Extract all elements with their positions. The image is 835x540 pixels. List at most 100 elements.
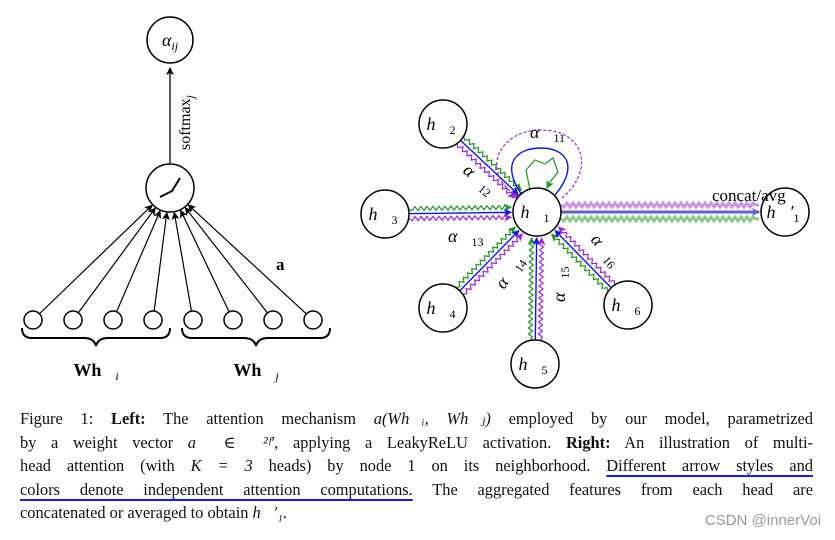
attention-coefficient-label: α⃗15 (549, 267, 572, 302)
attention-coefficient-label: α⃗13 (448, 226, 483, 249)
caption-bold: Right: (565, 432, 611, 452)
neighbor-node-h3 (360, 189, 410, 239)
neighbor-node-h6-label: h⃗6 (611, 295, 640, 318)
node-label-sub: 4 (450, 307, 456, 321)
caption-text: concatenated or averaged to obtain (20, 503, 253, 522)
attention-mechanism-diagram: αij softmaxj Wh⃗i Wh⃗j a⃗ (21, 16, 331, 383)
node-label-main: h⃗ (518, 354, 541, 374)
input-connection-arrow (153, 211, 170, 312)
alpha-output-label: αij (162, 30, 179, 53)
node-label-main: h⃗ (611, 295, 634, 315)
caption-text: head attention (with (20, 456, 191, 475)
label-sub: 13 (471, 235, 483, 249)
input-feature-node (63, 310, 83, 330)
caption-text: . (282, 503, 287, 522)
activation-node (145, 163, 195, 213)
watermark: CSDN @innerVoi (704, 512, 821, 529)
neighbor-node-h6 (603, 280, 653, 330)
figure-caption: Figure 1: Left: The attention mechanism … (20, 407, 813, 525)
center-node-h1 (512, 187, 562, 237)
input-feature-node (303, 310, 323, 330)
caption-line-1: Figure 1: Left: The attention mechanism … (20, 407, 813, 431)
neighbor-node-h2-label: h⃗2 (426, 114, 455, 137)
output-edge-head-purple (560, 200, 759, 210)
caption-line-4: colors denote independent attention comp… (20, 478, 813, 502)
caption-text: The attention mechanism (145, 409, 374, 428)
input-connection-arrow (180, 209, 230, 313)
self-loop-head-green (525, 157, 559, 191)
node-label-sub: 1 (544, 211, 550, 225)
node-label-main: h⃗ (426, 114, 449, 134)
attention-edge-head-green (527, 236, 536, 341)
input-connection-arrow (184, 206, 268, 314)
caption-underlined: Different arrow styles and (606, 456, 813, 475)
caption-line-3: head attention (with K = 3 heads) by nod… (20, 454, 813, 478)
label-main: α⃗ (448, 226, 471, 246)
center-node-h1-label: h⃗1 (520, 202, 549, 225)
node-label-sub: 5 (542, 363, 548, 377)
softmax-label: softmaxj (177, 94, 197, 150)
wh-i-label: Wh⃗i (73, 360, 118, 383)
wh-j-label: Wh⃗j (233, 360, 279, 383)
multi-head-edges (408, 129, 760, 341)
caption-math: a⃗ ∈ ℝ²ᶠ′ (187, 432, 275, 452)
brace-right (181, 327, 331, 347)
leaky-relu-icon (159, 177, 181, 198)
node-label-main: h⃗ (520, 202, 543, 222)
node-label-sub: 6 (635, 304, 641, 318)
node-label-main: h⃗ (426, 298, 449, 318)
input-connection-arrow (116, 210, 161, 312)
input-feature-node (103, 310, 123, 330)
caption-line-5: concatenated or averaged to obtain h⃗′₁. (20, 501, 813, 525)
label-sub: 11 (553, 131, 565, 145)
attention-edge-head-blue (408, 208, 512, 217)
attention-edge-head-blue (460, 139, 519, 195)
output-node-h1-prime (760, 187, 810, 237)
caption-text: employed by our model, parametrized (490, 409, 814, 428)
attention-edge-head-blue (554, 229, 612, 289)
node-label-main: h⃗′ (767, 202, 795, 222)
attention-coefficient-label: α⃗16 (585, 230, 625, 272)
caption-text: Figure 1: (20, 409, 112, 428)
caption-text: The aggregated features from each head a… (412, 479, 813, 499)
caption-bold: Left: (111, 409, 146, 428)
attention-edge-head-blue (459, 229, 520, 292)
node-label-sub: 2 (450, 123, 456, 137)
neighbor-node-h5-label: h⃗5 (518, 354, 547, 377)
attention-edge-head-purple (558, 226, 616, 285)
concat-avg-label: concat/avg (712, 186, 786, 205)
output-edge-head-green (560, 214, 759, 224)
caption-text: , applying a LeakyReLU activation. (274, 432, 566, 452)
caption-math: K = 3 (190, 456, 253, 475)
attention-edge-head-purple (463, 233, 524, 295)
attention-edge-head-green (463, 136, 523, 192)
attention-edge-head-green (456, 226, 516, 288)
neighbor-node-h5 (510, 339, 560, 389)
graph-nodes: h⃗1h⃗2h⃗3h⃗4h⃗5h⃗6h⃗′1 (360, 99, 810, 389)
alpha-output-node (146, 16, 194, 64)
caption-math: a(Wh⃗ᵢ, Wh⃗ⱼ) (373, 409, 491, 428)
output-node-h1-prime-label: h⃗′1 (767, 202, 800, 225)
neighbor-node-h4-label: h⃗4 (426, 298, 455, 321)
caption-text: heads) by node 1 on its neighborhood. (252, 456, 607, 475)
label-main: α⃗ (530, 122, 553, 142)
input-connection-arrow (171, 211, 193, 312)
caption-line-2: by a weight vector a⃗ ∈ ℝ²ᶠ′, applying a… (20, 431, 813, 455)
brace-left (21, 327, 171, 347)
attention-edge-head-purple (408, 213, 513, 222)
neighbor-node-h2 (418, 99, 468, 149)
input-connection-arrow (187, 204, 307, 315)
node-label-sub: 3 (392, 213, 398, 227)
caption-text: An illustration of multi- (610, 432, 813, 452)
input-feature-node (143, 310, 163, 330)
self-loop-head-purple (496, 129, 583, 202)
neighbor-node-h3-label: h⃗3 (368, 204, 397, 227)
figure: αij softmaxj Wh⃗i Wh⃗j a⃗ h⃗1h⃗2h⃗3h⃗4h⃗… (21, 16, 810, 389)
caption-text: by a weight vector (20, 432, 188, 452)
attention-coefficient-label: α⃗11 (530, 122, 565, 145)
input-feature-node (223, 310, 243, 330)
caption-math: h⃗′₁ (252, 503, 283, 522)
neighbor-node-h4 (418, 283, 468, 333)
input-feature-node (183, 310, 203, 330)
attention-edge-head-purple (537, 237, 546, 341)
